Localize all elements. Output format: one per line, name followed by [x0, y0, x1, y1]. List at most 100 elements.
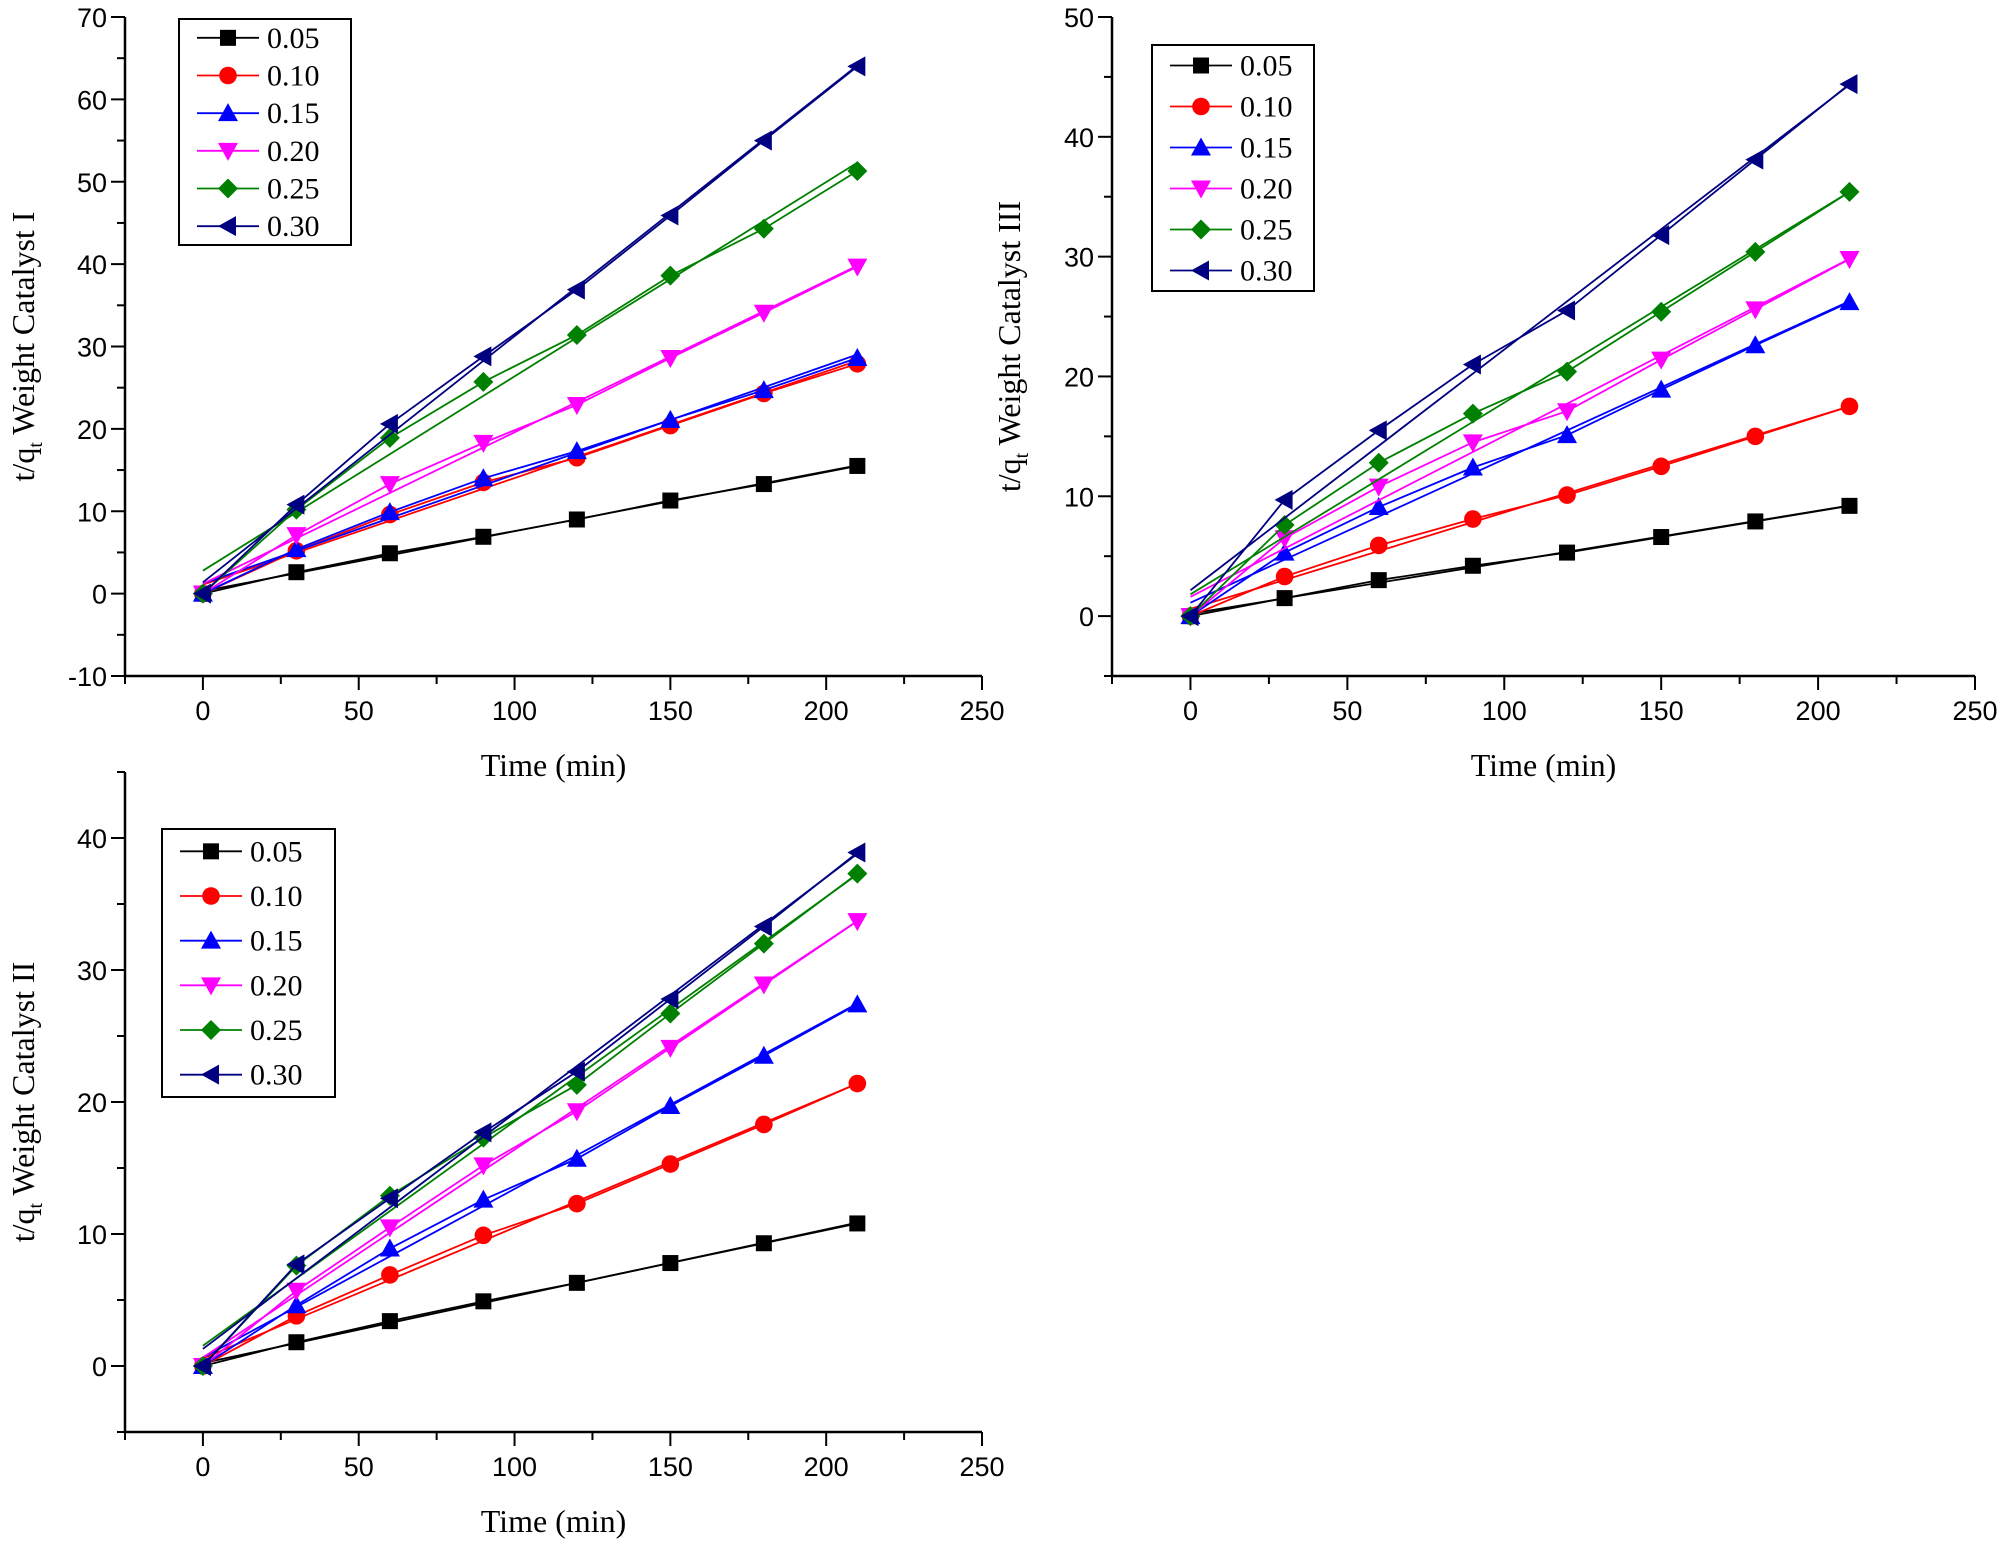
x-axis-label: Time (min)	[481, 747, 627, 783]
y-tick-label: 30	[77, 956, 107, 986]
fit-line	[202, 161, 858, 572]
legend-label: 0.25	[250, 1014, 303, 1047]
legend-box	[161, 828, 336, 1098]
data-line	[1189, 258, 1850, 617]
data-point	[848, 1074, 867, 1093]
y-tick-label: -10	[68, 662, 107, 692]
data-point	[847, 348, 868, 367]
data-point	[288, 564, 305, 581]
legend-item: 0.30	[197, 210, 320, 243]
data-point	[1839, 292, 1860, 311]
data-point	[473, 1189, 494, 1208]
legend-item: 0.30	[180, 1059, 303, 1092]
y-tick-label: 50	[77, 168, 107, 198]
legend-marker	[219, 66, 237, 85]
x-tick-label: 100	[492, 1452, 537, 1482]
data-point	[660, 265, 681, 286]
data-line	[202, 265, 858, 595]
data-point	[568, 1274, 585, 1291]
x-tick-label: 50	[344, 696, 374, 726]
y-tick-label: 10	[77, 1220, 107, 1250]
legend-label: 0.10	[1240, 91, 1293, 124]
series-0.05	[194, 457, 866, 602]
data-point	[1652, 457, 1670, 476]
data-point	[849, 457, 866, 474]
legend-label: 0.05	[1240, 50, 1293, 83]
y-axis-label: t/qt Weight Catalyst II	[5, 962, 47, 1243]
data-line	[1190, 405, 1850, 617]
data-point	[660, 1095, 681, 1114]
data-line	[1189, 191, 1850, 617]
data-point	[379, 1188, 398, 1209]
legend-label: 0.20	[250, 969, 303, 1002]
data-point	[475, 528, 492, 545]
data-point	[753, 933, 774, 954]
data-point	[1839, 181, 1860, 202]
data-point	[286, 494, 305, 515]
legend-marker	[218, 178, 238, 199]
data-line	[1189, 301, 1850, 617]
legend-item: 0.20	[197, 135, 320, 168]
x-tick-label: 0	[195, 696, 210, 726]
x-tick-label: 100	[492, 696, 537, 726]
y-tick-label: 20	[1064, 362, 1094, 392]
data-point	[381, 1313, 398, 1330]
data-point	[1557, 361, 1578, 382]
legend-label: 0.30	[1240, 255, 1293, 288]
y-tick-label: 40	[77, 824, 107, 854]
legend-label: 0.05	[250, 835, 303, 868]
x-tick-label: 150	[648, 696, 693, 726]
series-0.30	[1180, 74, 1858, 627]
data-point	[1557, 300, 1576, 321]
data-point	[847, 161, 868, 182]
series-0.25	[1180, 181, 1860, 627]
legend-marker	[202, 887, 220, 905]
legend-label: 0.15	[250, 925, 303, 958]
data-point	[1651, 351, 1672, 370]
data-point	[1840, 397, 1859, 416]
y-tick-label: 10	[1064, 482, 1094, 512]
x-tick-label: 200	[1796, 696, 1841, 726]
x-tick-label: 200	[804, 696, 849, 726]
legend-item: 0.15	[197, 97, 320, 130]
legend-item: 0.10	[197, 60, 320, 93]
y-axis-label-prefix: t/q	[991, 458, 1027, 492]
legend-label: 0.15	[267, 97, 320, 130]
legend-item: 0.10	[1170, 91, 1293, 124]
legend-item: 0.05	[197, 22, 320, 55]
data-point	[1464, 557, 1481, 574]
x-tick-label: 0	[195, 1452, 210, 1482]
y-tick-label: 50	[1064, 3, 1094, 33]
x-axis-label: Time (min)	[481, 1503, 627, 1539]
chart-panel-bottom-left: 0 50 100 150 200 250 0 10 20 30 40 Time (min) t/qt W…	[5, 771, 1005, 1539]
legend-marker	[1191, 260, 1209, 281]
fit-line	[1190, 258, 1850, 598]
data-point	[847, 842, 866, 863]
data-point	[1275, 567, 1294, 586]
x-tick-label: 0	[1183, 696, 1198, 726]
x-tick-label: 150	[1639, 696, 1684, 726]
legend-item: 0.25	[180, 1014, 303, 1047]
data-point	[1745, 335, 1766, 354]
data-point	[1651, 225, 1670, 246]
data-point	[1651, 301, 1672, 322]
data-line	[202, 920, 858, 1367]
legend-marker	[201, 977, 221, 996]
legend-item: 0.10	[180, 880, 303, 913]
data-point	[661, 1155, 680, 1173]
legend-label: 0.25	[267, 173, 320, 206]
data-point	[568, 1194, 586, 1213]
data-point	[1462, 434, 1483, 453]
y-axis-label-suffix: Weight Catalyst II	[5, 962, 41, 1203]
legend-label: 0.20	[267, 135, 320, 168]
x-tick-label: 250	[1952, 696, 1997, 726]
data-point	[473, 1122, 492, 1143]
series-0.20	[192, 258, 868, 604]
data-point	[660, 205, 679, 226]
data-point	[1745, 241, 1766, 262]
data-line	[202, 465, 858, 595]
data-point	[1839, 74, 1858, 95]
data-point	[1462, 457, 1483, 476]
legend-label: 0.10	[267, 60, 320, 93]
data-point	[1368, 420, 1387, 441]
